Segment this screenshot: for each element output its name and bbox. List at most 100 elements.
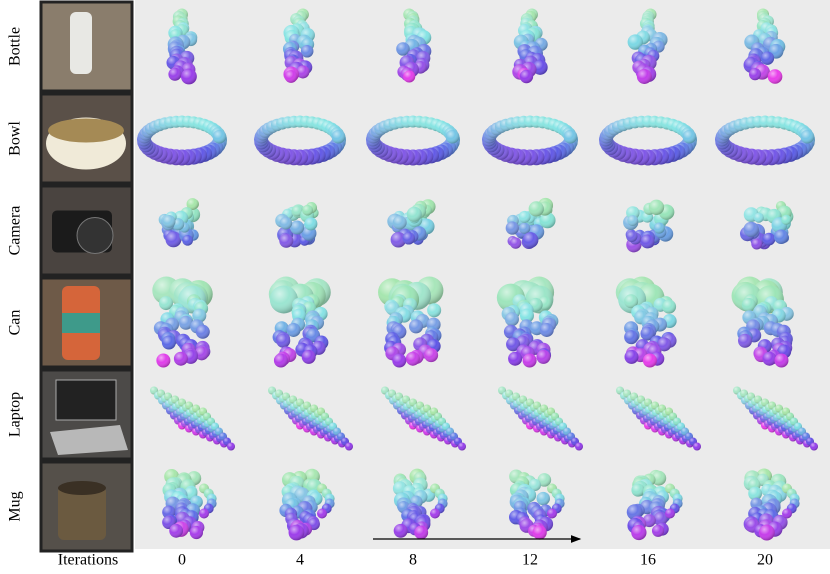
sphere-shade: [774, 353, 789, 368]
sphere-shade: [539, 322, 554, 337]
render-panel: [135, 0, 830, 549]
sphere-shade: [302, 204, 313, 216]
sphere-render: [378, 276, 444, 368]
photo-object: [50, 379, 128, 455]
mug: [58, 486, 106, 540]
sphere-shade: [753, 212, 764, 223]
sphere-render: [387, 199, 436, 248]
sphere-render: [496, 276, 559, 368]
iteration-label: 12: [522, 552, 538, 569]
sphere-shade: [518, 210, 531, 223]
sphere-shade: [300, 44, 314, 58]
sphere-render: [282, 8, 315, 83]
row-label: Camera: [7, 206, 24, 256]
sphere-shade: [741, 297, 756, 312]
sphere-shade: [624, 294, 639, 309]
sphere-shade: [273, 353, 288, 368]
sphere-render: [152, 276, 213, 368]
sphere-shade: [458, 442, 466, 451]
row-label: Mug: [7, 491, 24, 521]
sphere-shade: [331, 129, 346, 144]
laptop-screen: [55, 379, 117, 421]
mug-top: [58, 481, 106, 495]
laptop-base: [50, 425, 128, 455]
iteration-label: 20: [757, 552, 773, 569]
sphere-render: [150, 386, 235, 451]
sphere-render: [733, 386, 818, 451]
sphere-shade: [528, 201, 544, 217]
sphere-shade: [743, 221, 759, 238]
sphere-shade: [390, 232, 407, 248]
sphere-shade: [403, 70, 416, 83]
sphere-shade: [304, 217, 318, 231]
sphere-shade: [269, 285, 298, 314]
sphere-shade: [640, 234, 655, 249]
sphere-shade: [536, 491, 550, 506]
row-label: Can: [7, 310, 24, 336]
sphere-render: [743, 468, 800, 541]
photo-object: [58, 481, 106, 540]
sphere-shade: [427, 303, 442, 318]
sphere-shade: [173, 351, 188, 366]
sphere-shade: [624, 330, 639, 345]
sphere-shade: [292, 205, 303, 217]
sphere-shade: [624, 349, 639, 364]
sphere-shade: [504, 312, 519, 327]
photo-object: [70, 12, 92, 74]
sphere-shade: [539, 212, 556, 229]
sphere-render: [392, 468, 448, 540]
sphere-shade: [762, 351, 777, 366]
axis-label: Iterations: [58, 552, 118, 569]
sphere-shade: [178, 315, 193, 330]
sphere-render: [512, 8, 548, 84]
sphere-shade: [563, 129, 578, 144]
sphere-shade: [651, 524, 665, 537]
sphere-render: [137, 115, 227, 166]
sphere-shade: [409, 319, 424, 334]
sphere-shade: [657, 337, 672, 352]
sphere-shade: [760, 51, 775, 65]
sphere-shade: [180, 68, 197, 85]
sphere-render: [627, 8, 668, 84]
sphere-shade: [627, 34, 643, 50]
iteration-label: 4: [296, 552, 304, 569]
sphere-shade: [536, 349, 551, 364]
photo-object: [52, 210, 114, 254]
sphere-shade: [290, 220, 305, 235]
sphere-render: [743, 8, 786, 84]
sphere-shade: [279, 233, 294, 248]
sphere-render: [509, 469, 565, 540]
sphere-render: [268, 386, 353, 451]
sphere-shade: [182, 234, 193, 246]
sphere-shade: [301, 349, 316, 364]
sphere-shade: [168, 67, 182, 81]
sphere-shade: [169, 523, 184, 538]
sphere-shade: [189, 525, 204, 540]
sphere-shade: [162, 215, 176, 228]
sphere-shade: [575, 442, 583, 451]
sphere-shade: [445, 129, 460, 144]
sphere-shade: [640, 326, 655, 341]
sphere-shade: [519, 69, 534, 84]
sphere-render: [715, 115, 815, 166]
sphere-shade: [156, 353, 171, 368]
sphere-render: [626, 469, 683, 541]
sphere-shade: [662, 299, 677, 314]
sphere-shade: [192, 308, 207, 323]
sphere-shade: [286, 322, 301, 337]
sphere-shade: [509, 237, 522, 249]
sphere-shade: [508, 351, 523, 366]
sphere-render: [162, 469, 217, 540]
sphere-render: [275, 202, 319, 248]
sphere-shade: [212, 129, 227, 144]
sphere-shade: [518, 222, 531, 234]
sphere-shade: [631, 483, 645, 497]
sphere-shade: [547, 508, 557, 519]
sphere-shade: [317, 508, 327, 519]
sphere-shade: [227, 442, 235, 451]
sphere-shade: [195, 324, 210, 339]
sphere-render: [279, 468, 335, 541]
row-label: Bowl: [7, 121, 24, 156]
sphere-shade: [528, 478, 541, 492]
